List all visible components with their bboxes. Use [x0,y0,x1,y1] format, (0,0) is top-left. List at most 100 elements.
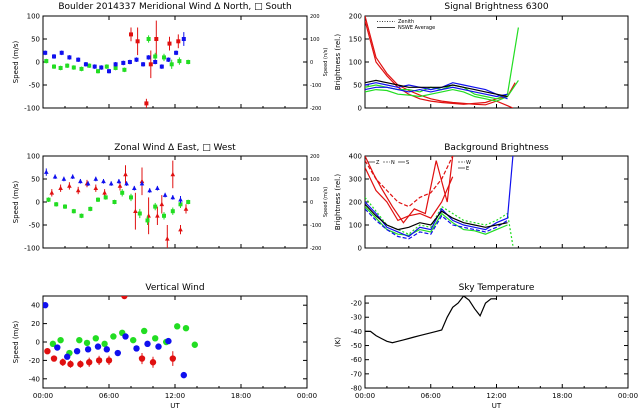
vertical-point [122,333,129,340]
zonal-point [120,190,125,195]
signal-series-blue-line [365,82,508,100]
vertical-ylabel: Speed (m/s) [12,321,20,364]
meridional-point [159,64,164,69]
zonal-ytick-label: -50 [29,222,40,230]
meridional-panel: Boulder 2014337 Meridional Wind Δ North,… [12,2,329,113]
vertical-point [59,359,66,366]
vertical-point [110,333,117,340]
zonal-point [67,183,72,188]
vertical-point [43,302,49,309]
zonal-ytick-label: 100 [27,153,40,161]
vertical-ytick-label: 0 [36,339,40,347]
vertical-point [63,353,71,360]
vertical-point [144,340,151,348]
vertical-point [57,336,64,344]
vertical-point [149,359,157,366]
sky-xtick-label: 06:00 [421,392,441,400]
meridional-point [153,60,158,64]
vertical-point [92,335,100,342]
vertical-point [83,339,91,347]
meridional-point [144,101,149,106]
meridional-ytick-right-label: -100 [310,83,321,89]
sky-xtick-label: 00:00 [355,392,375,400]
vertical-data [43,296,198,379]
vertical-xlabel: UT [170,402,180,410]
zonal-point [178,227,183,232]
meridional-point [92,64,97,69]
meridional-ytick-right-label: -200 [310,106,321,112]
meridional-point [59,50,64,55]
signal-panel: Signal Brightness 6300 0 50 100 150 200 Bright… [334,2,629,113]
zonal-point [133,208,138,213]
meridional-point [113,65,118,70]
meridional-point [76,57,81,62]
meridional-ytick-label: -100 [24,105,40,113]
vertical-title: Vertical Wind [145,283,204,293]
vertical-point [73,348,81,355]
vertical-point [155,343,162,350]
signal-series-red-line [365,16,514,108]
sky-xtick-label: 00:00 [618,392,638,400]
zonal-point [61,176,67,181]
zonal-point [123,171,128,177]
signal-legend-label: NSWE Average [398,25,435,31]
signal-data [365,16,519,108]
sky-ytick-label: -80 [351,385,362,393]
meridional-point [107,69,111,74]
sky-title: Sky Temperature [459,283,535,293]
zonal-point [78,178,83,184]
meridional-point [174,50,179,55]
vertical-point [130,336,137,344]
zonal-point [147,188,152,193]
zonal-title: Zonal Wind Δ East, □ West [114,143,236,153]
zonal-point [79,213,84,218]
meridional-point [135,39,140,44]
meridional-point [166,57,171,62]
zonal-point [145,218,150,223]
meridional-point [127,60,132,64]
zonal-frame [42,155,308,249]
vertical-xtick-label: 12:00 [165,392,185,400]
zonal-point [124,181,129,186]
zonal-point [170,194,176,200]
meridional-point [176,39,181,44]
zonal-point [170,171,176,177]
meridional-ytick-right-label: 100 [310,37,320,43]
vertical-point [133,345,140,352]
meridional-title: Boulder 2014337 Meridional Wind Δ North,… [58,2,291,12]
vertical-panel: Vertical Wind 00:00 06:00 12:00 18:00 00:00 UT… [12,283,317,410]
meridional-ylabel-right: Speed (n/s) [323,48,329,77]
meridional-point [58,65,63,70]
meridional-point [96,69,100,74]
meridional-point [186,60,191,64]
zonal-ytick-right-label: -100 [310,223,321,229]
signal-ytick-label: 50 [353,82,362,90]
sky-ytick-label: -20 [351,300,362,308]
background-legend-label: W [466,160,471,166]
signal-series-black-line [365,79,508,98]
zonal-point [162,192,168,197]
meridional-point [65,63,70,68]
meridional-point [83,62,88,67]
background-series-black-line [365,203,508,231]
meridional-data [43,20,191,108]
meridional-point [169,62,174,67]
zonal-point [170,209,175,214]
zonal-point [108,181,114,186]
sky-ytick-label: -40 [351,328,362,336]
meridional-ytick-right-label: 200 [310,14,320,20]
signal-legend-label: Zenith [398,19,414,25]
vertical-point [77,360,84,368]
zonal-point [178,202,183,207]
vertical-point [84,346,92,353]
meridional-point [52,64,56,69]
meridional-point [148,62,153,67]
zonal-data [44,160,191,248]
vertical-point [141,327,148,335]
vertical-xtick-label: 06:00 [99,392,119,400]
vertical-ytick-label: -40 [29,375,40,383]
sky-data [365,296,497,344]
meridional-point [52,54,56,59]
meridional-point [177,59,182,64]
